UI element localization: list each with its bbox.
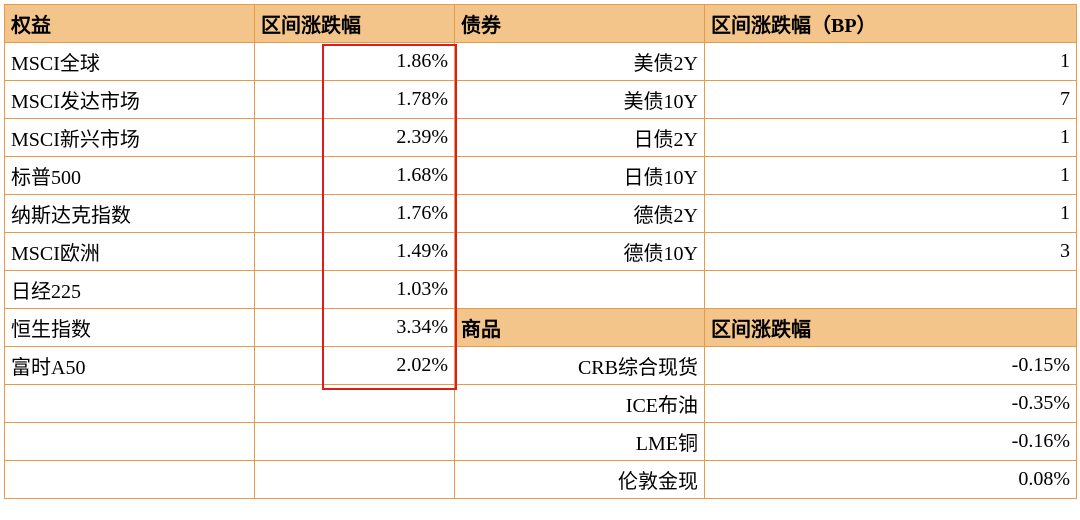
bond-name: 美债2Y — [455, 43, 705, 81]
bond-value: 7 — [705, 81, 1077, 119]
header-equity: 权益 — [5, 5, 255, 43]
bond-name: 德债2Y — [455, 195, 705, 233]
equity-name: MSCI发达市场 — [5, 81, 255, 119]
bond-name: 日债10Y — [455, 157, 705, 195]
table-wrapper: 权益 区间涨跌幅 债券 区间涨跌幅（BP） MSCI全球 1.86% 美债2Y … — [4, 4, 1077, 499]
table-row: MSCI新兴市场 2.39% 日债2Y 1 — [5, 119, 1077, 157]
empty-cell — [255, 385, 455, 423]
table-row: 富时A50 2.02% CRB综合现货 -0.15% — [5, 347, 1077, 385]
commodity-value: -0.35% — [705, 385, 1077, 423]
table-row: MSCI全球 1.86% 美债2Y 1 — [5, 43, 1077, 81]
bond-value: 1 — [705, 157, 1077, 195]
header-row: 权益 区间涨跌幅 债券 区间涨跌幅（BP） — [5, 5, 1077, 43]
equity-name: 标普500 — [5, 157, 255, 195]
header-bond: 债券 — [455, 5, 705, 43]
header-commodity-change: 区间涨跌幅 — [705, 309, 1077, 347]
table-row: 标普500 1.68% 日债10Y 1 — [5, 157, 1077, 195]
commodity-name: 伦敦金现 — [455, 461, 705, 499]
header-commodity: 商品 — [455, 309, 705, 347]
empty-cell — [5, 385, 255, 423]
commodity-value: 0.08% — [705, 461, 1077, 499]
commodity-name: LME铜 — [455, 423, 705, 461]
highlight-box — [322, 44, 457, 390]
commodity-value: -0.16% — [705, 423, 1077, 461]
bond-name — [455, 271, 705, 309]
header-bond-change: 区间涨跌幅（BP） — [705, 5, 1077, 43]
bond-value: 3 — [705, 233, 1077, 271]
equity-name: 恒生指数 — [5, 309, 255, 347]
bond-value: 1 — [705, 195, 1077, 233]
equity-name: 日经225 — [5, 271, 255, 309]
empty-cell — [255, 423, 455, 461]
table-row: ICE布油 -0.35% — [5, 385, 1077, 423]
empty-cell — [5, 461, 255, 499]
bond-name: 日债2Y — [455, 119, 705, 157]
equity-name: 纳斯达克指数 — [5, 195, 255, 233]
bond-name: 美债10Y — [455, 81, 705, 119]
table-row: LME铜 -0.16% — [5, 423, 1077, 461]
bond-value: 1 — [705, 43, 1077, 81]
commodity-value: -0.15% — [705, 347, 1077, 385]
bond-name: 德债10Y — [455, 233, 705, 271]
table-row: 日经225 1.03% — [5, 271, 1077, 309]
equity-name: MSCI新兴市场 — [5, 119, 255, 157]
bond-value — [705, 271, 1077, 309]
equity-name: MSCI全球 — [5, 43, 255, 81]
table-row: 伦敦金现 0.08% — [5, 461, 1077, 499]
equity-name: MSCI欧洲 — [5, 233, 255, 271]
empty-cell — [255, 461, 455, 499]
commodity-name: CRB综合现货 — [455, 347, 705, 385]
table-row: MSCI欧洲 1.49% 德债10Y 3 — [5, 233, 1077, 271]
commodity-name: ICE布油 — [455, 385, 705, 423]
equity-name: 富时A50 — [5, 347, 255, 385]
market-table: 权益 区间涨跌幅 债券 区间涨跌幅（BP） MSCI全球 1.86% 美债2Y … — [4, 4, 1077, 499]
bond-value: 1 — [705, 119, 1077, 157]
empty-cell — [5, 423, 255, 461]
header-equity-change: 区间涨跌幅 — [255, 5, 455, 43]
table-row: MSCI发达市场 1.78% 美债10Y 7 — [5, 81, 1077, 119]
table-row: 纳斯达克指数 1.76% 德债2Y 1 — [5, 195, 1077, 233]
table-row: 恒生指数 3.34% 商品 区间涨跌幅 — [5, 309, 1077, 347]
